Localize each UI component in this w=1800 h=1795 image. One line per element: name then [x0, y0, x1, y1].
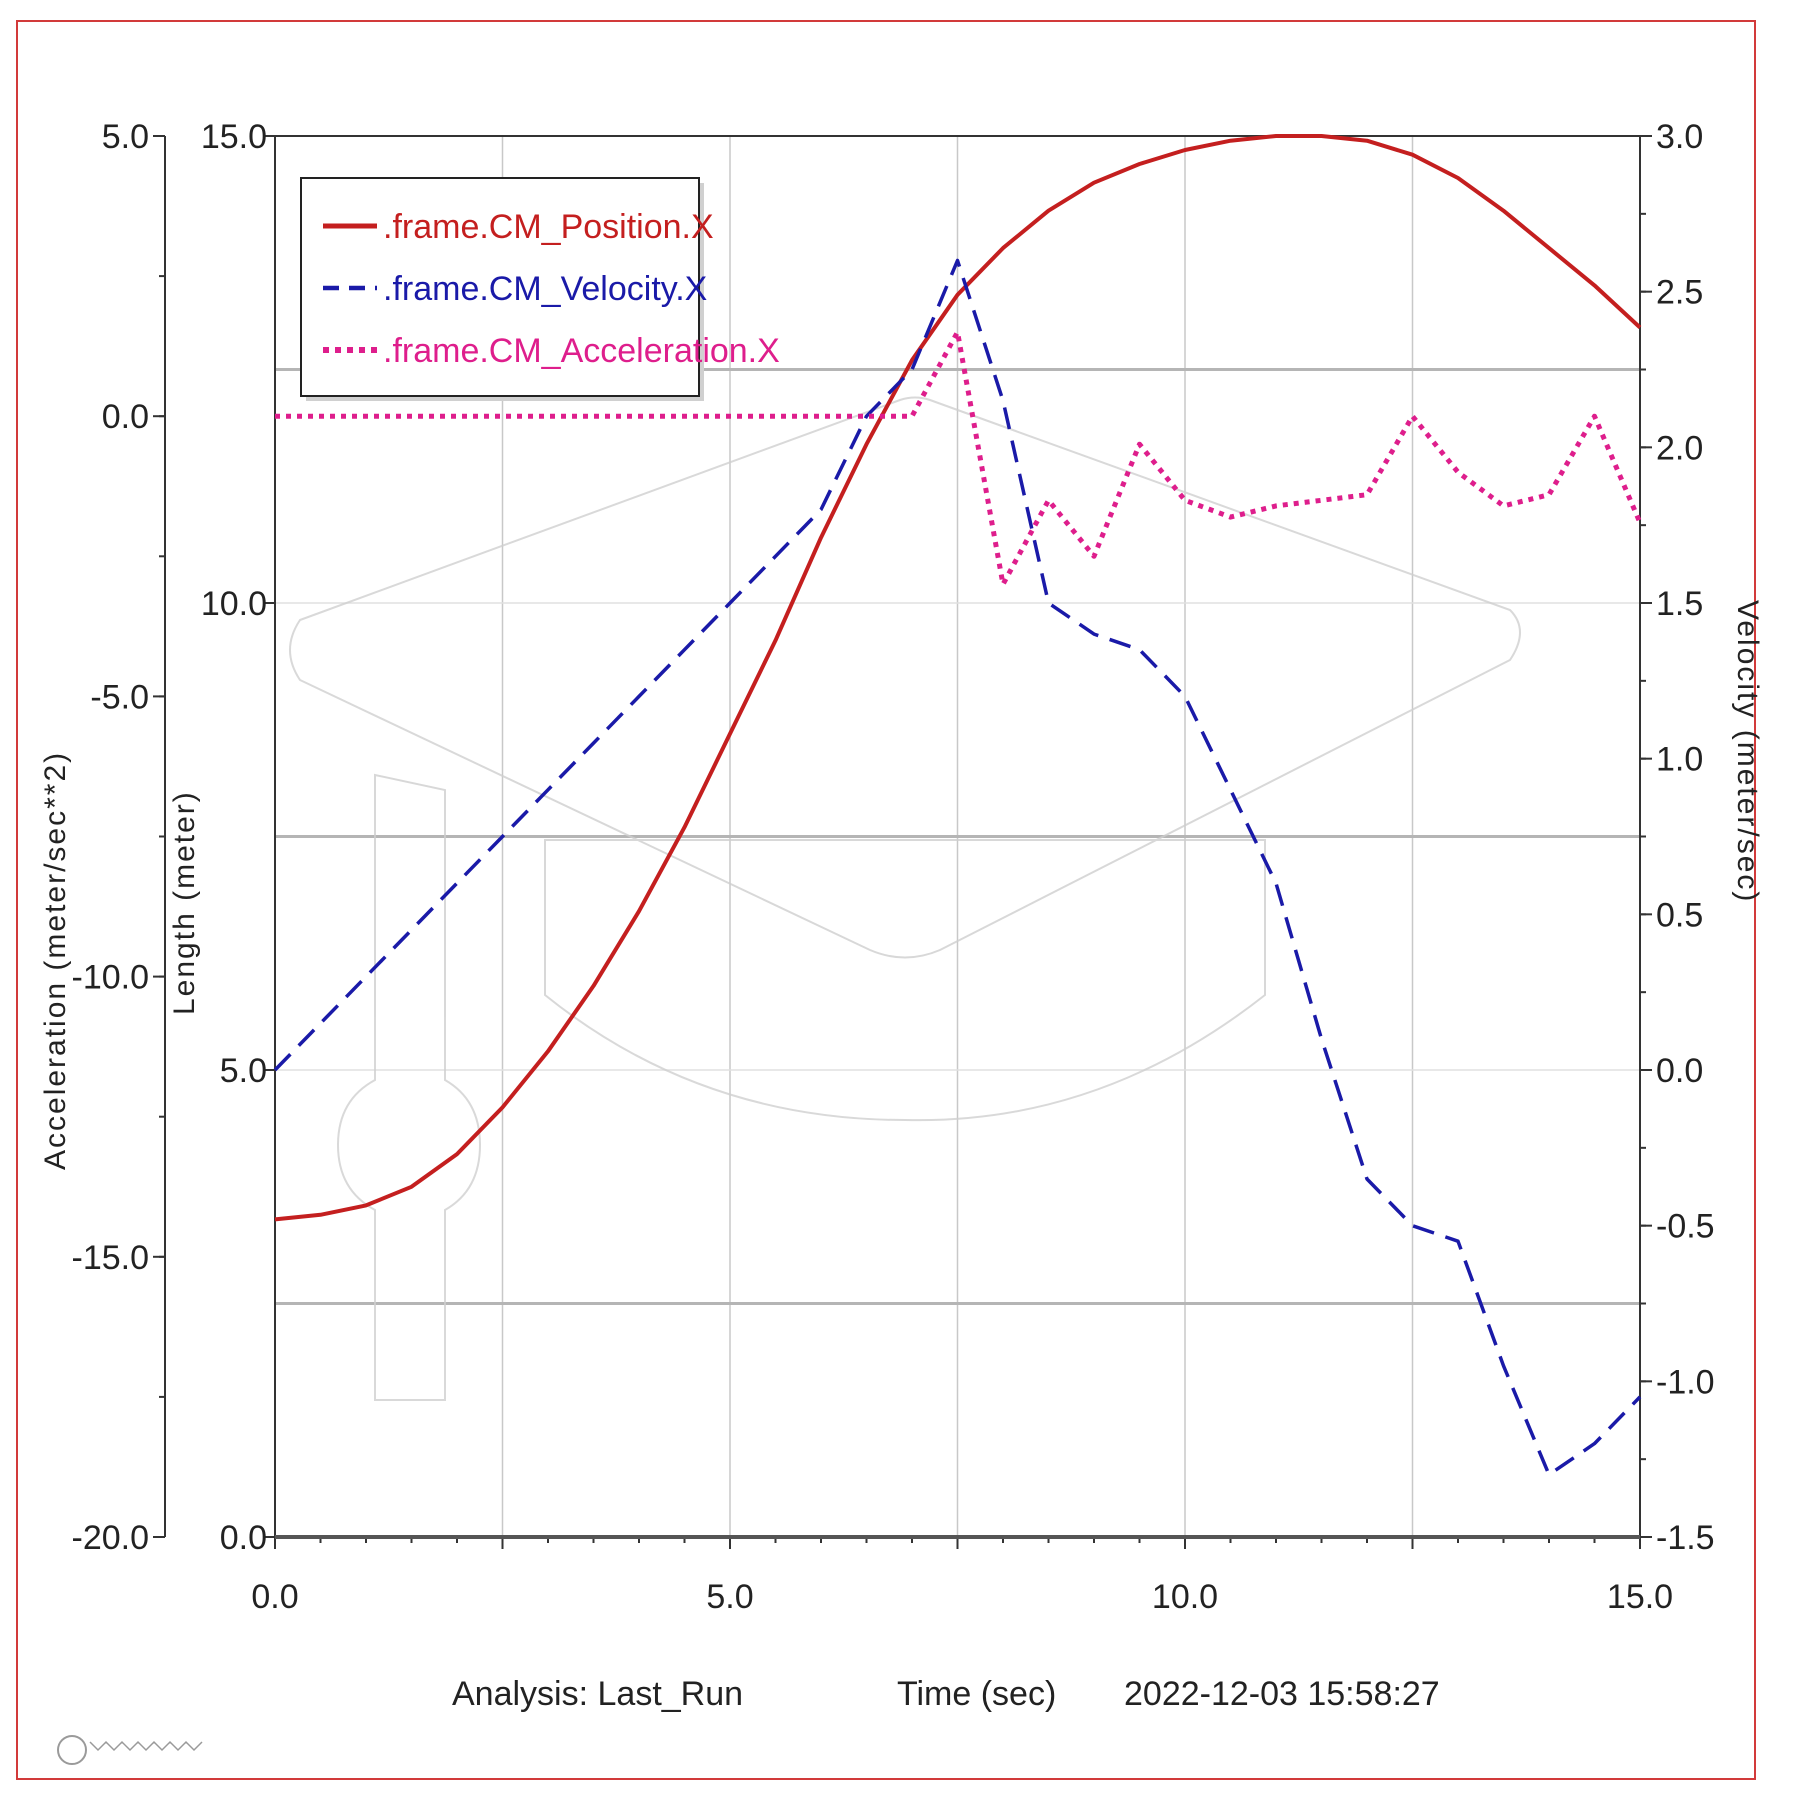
acceleration-tick-label: -5.0 — [90, 678, 149, 716]
legend: .frame.CM_Position.X .frame.CM_Velocity.X… — [300, 177, 780, 401]
velocity-tick-label: 2.0 — [1656, 429, 1703, 467]
length-tick-label: 10.0 — [201, 585, 267, 623]
length-tick-label: 5.0 — [220, 1052, 267, 1090]
acceleration-tick-label: -15.0 — [72, 1239, 150, 1277]
velocity-tick-label: -0.5 — [1656, 1208, 1715, 1246]
schematic-bowl — [544, 839, 1266, 1122]
footer-xlabel: Time (sec) — [897, 1675, 1056, 1713]
velocity-tick-label: 3.0 — [1656, 118, 1703, 156]
x-tick-label: 5.0 — [706, 1578, 753, 1616]
velocity-axis-title: Velocity (meter/sec) — [1731, 600, 1764, 903]
length-axis-title: Length (meter) — [168, 790, 201, 1015]
velocity-tick-label: -1.0 — [1656, 1363, 1715, 1401]
series-line-1 — [274, 134, 1642, 1222]
acceleration-tick-label: -10.0 — [72, 959, 150, 997]
length-tick-label: 15.0 — [201, 118, 267, 156]
watermark-logo — [57, 1735, 203, 1765]
legend-box — [300, 177, 700, 397]
acceleration-axis-title: Acceleration (meter/sec**2) — [39, 751, 72, 1170]
x-tick-label: 0.0 — [251, 1578, 298, 1616]
length-tick-label: 0.0 — [220, 1519, 267, 1557]
series-layer — [273, 134, 1643, 1477]
velocity-tick-label: -1.5 — [1656, 1519, 1715, 1557]
legend-label-1: .frame.CM_Position.X — [383, 208, 714, 246]
background-schematic — [289, 396, 1521, 1401]
acceleration-tick-label: 5.0 — [102, 118, 149, 156]
acceleration-tick-label: -20.0 — [72, 1519, 150, 1557]
schematic-rod — [336, 773, 482, 1401]
axes — [153, 135, 1652, 1549]
legend-label-2: .frame.CM_Velocity.X — [383, 270, 707, 308]
velocity-tick-label: 1.0 — [1656, 741, 1703, 779]
axis-labels: 0.0 5.0 10.0 15.0 5.0 0.0 -5.0 -10.0 -15.0 -20.0 1… — [39, 118, 1764, 1616]
velocity-tick-label: 0.0 — [1656, 1052, 1703, 1090]
velocity-tick-label: 2.5 — [1656, 274, 1703, 312]
acceleration-tick-label: 0.0 — [102, 398, 149, 436]
x-tick-label: 15.0 — [1607, 1578, 1673, 1616]
schematic-plate — [289, 396, 1521, 959]
legend-label-3: .frame.CM_Acceleration.X — [383, 332, 780, 370]
x-tick-label: 10.0 — [1152, 1578, 1218, 1616]
series-line-2 — [273, 258, 1642, 1477]
velocity-tick-label: 0.5 — [1656, 896, 1703, 934]
footer-timestamp: 2022-12-03 15:58:27 — [1124, 1675, 1440, 1713]
figure-frame — [16, 20, 1756, 1780]
footer-analysis: Analysis: Last_Run — [452, 1675, 743, 1713]
velocity-tick-label: 1.5 — [1656, 585, 1703, 623]
